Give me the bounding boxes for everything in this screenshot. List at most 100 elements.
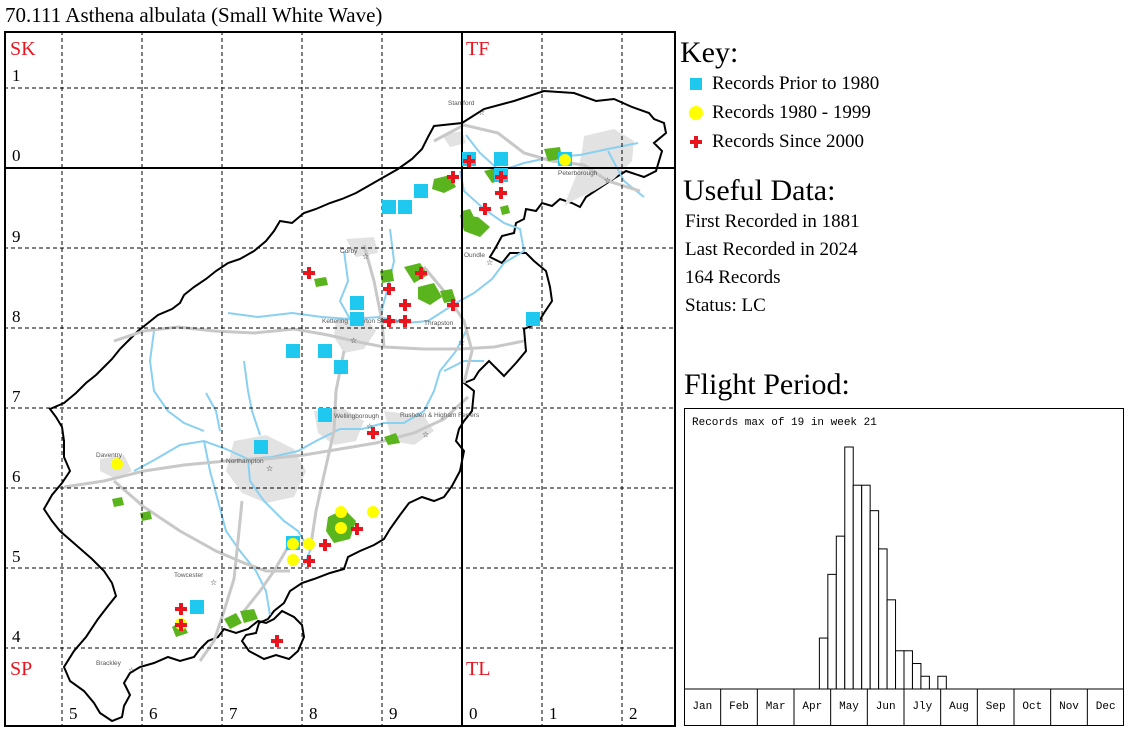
month-label: Jan: [692, 701, 712, 713]
record-prior-1980-marker: [494, 152, 508, 166]
record-since-2000-marker: [303, 555, 315, 567]
town-label: Daventry: [96, 452, 123, 459]
town-label: Thrapston: [424, 320, 454, 327]
northing-label: 9: [12, 227, 21, 246]
record-prior-1980-marker: [526, 312, 540, 326]
record-since-2000-marker: [399, 315, 411, 327]
conservation-status: Status: LC: [685, 295, 766, 316]
month-labels: Jan Feb Mar Apr May Jun Jly Aug Sep Oct Nov Dec: [692, 701, 1115, 713]
bar: [835, 535, 846, 690]
grid-label-sk: SK: [10, 38, 36, 60]
month-label: Dec: [1096, 701, 1116, 713]
useful-data-title: Useful Data:: [683, 174, 836, 207]
key-item-label: Records 1980 - 1999: [712, 102, 871, 123]
bar: [861, 484, 871, 690]
roads: [63, 123, 641, 662]
bar: [903, 650, 913, 690]
county-boundary: [42, 89, 668, 723]
month-label: Aug: [949, 701, 969, 713]
svg-text:☆: ☆: [210, 578, 217, 587]
record-1980-1999-marker: [335, 506, 347, 518]
svg-text:☆: ☆: [604, 176, 611, 185]
easting-label: 0: [469, 704, 478, 723]
record-prior-1980-marker: [286, 344, 300, 358]
easting-label: 1: [549, 704, 558, 723]
record-prior-1980-marker: [398, 200, 412, 214]
grid-label-tl: TL: [466, 658, 490, 680]
easting-label: 7: [229, 704, 238, 723]
record-since-2000-marker: [351, 523, 363, 535]
northing-labels: 1 0 9 8 7 6 5 4: [12, 66, 21, 646]
first-recorded: First Recorded in 1881: [685, 211, 860, 232]
svg-text:☆: ☆: [422, 430, 429, 439]
last-recorded: Last Recorded in 2024: [685, 239, 858, 260]
town-label: Northampton: [226, 458, 264, 465]
record-1980-1999-marker: [367, 506, 379, 518]
record-since-2000-marker: [367, 427, 379, 439]
northing-label: 7: [12, 387, 21, 406]
northing-label: 1: [12, 66, 21, 85]
bar: [911, 663, 922, 690]
month-label: Feb: [729, 701, 749, 713]
bar: [818, 637, 829, 690]
record-since-2000-marker: [383, 315, 395, 327]
bar: [878, 548, 888, 690]
record-prior-1980-marker: [350, 296, 364, 310]
yellow-circle-icon: [688, 99, 712, 127]
record-prior-1980-marker: [190, 600, 204, 614]
bar: [844, 446, 854, 690]
town-label: Oundle: [464, 252, 485, 259]
record-since-2000-marker: [271, 635, 283, 647]
bar: [852, 484, 863, 690]
month-label: Jun: [876, 701, 896, 713]
easting-label: 5: [69, 704, 78, 723]
key-item-since-2000: Records Since 2000: [688, 128, 864, 156]
town-label: Wellingborough: [334, 413, 379, 420]
svg-text:☆: ☆: [362, 252, 369, 261]
easting-label: 2: [629, 704, 638, 723]
record-count: 164 Records: [685, 267, 781, 288]
month-label: Jly: [912, 701, 932, 713]
town-markers: ☆☆☆ ☆☆ ☆ ☆☆☆ ☆☆: [128, 108, 611, 675]
record-prior-1980-marker: [318, 408, 332, 422]
map-canvas: Stamford Peterborough Corby Oundle Kette…: [4, 31, 676, 727]
grid-lines-major: [4, 31, 676, 727]
bar: [920, 675, 930, 690]
month-label: May: [839, 701, 859, 713]
record-1980-1999-marker: [303, 538, 315, 550]
bar: [895, 650, 905, 690]
flight-period-title: Flight Period:: [684, 368, 850, 401]
northing-label: 8: [12, 307, 21, 326]
northing-label: 5: [12, 547, 21, 566]
record-prior-1980-marker: [318, 344, 332, 358]
month-label: Nov: [1059, 701, 1079, 713]
svg-text:☆: ☆: [486, 258, 493, 267]
rivers: [133, 134, 645, 616]
bar: [937, 675, 947, 690]
month-label: Oct: [1022, 701, 1042, 713]
town-label: Rushden & Higham Ferrers: [400, 412, 480, 419]
page-title: 70.111 Asthena albulata (Small White Wav…: [5, 3, 383, 27]
town-label: Towcester: [174, 572, 204, 579]
chart-caption: Records max of 19 in week 21: [692, 417, 877, 429]
records-since-2000: [175, 155, 507, 647]
key-item-prior-1980: Records Prior to 1980: [688, 70, 879, 98]
flight-chart-canvas: Records max of 19 in week 21 Jan Feb Mar Ap…: [684, 408, 1124, 726]
record-since-2000-marker: [447, 299, 459, 311]
bar: [886, 599, 897, 690]
svg-text:☆: ☆: [128, 666, 135, 675]
record-since-2000-marker: [303, 267, 315, 279]
key-item-1980-1999: Records 1980 - 1999: [688, 99, 871, 127]
record-1980-1999-marker: [111, 458, 123, 470]
record-prior-1980-marker: [382, 200, 396, 214]
record-1980-1999-marker: [287, 554, 299, 566]
grid-label-tf: TF: [466, 38, 489, 60]
northing-label: 6: [12, 467, 21, 486]
record-prior-1980-marker: [254, 440, 268, 454]
key-item-label: Records Since 2000: [712, 131, 864, 152]
key-item-label: Records Prior to 1980: [712, 73, 880, 94]
easting-label: 9: [389, 704, 398, 723]
record-prior-1980-marker: [414, 184, 428, 198]
svg-text:☆: ☆: [266, 464, 273, 473]
month-label: Sep: [986, 701, 1006, 713]
